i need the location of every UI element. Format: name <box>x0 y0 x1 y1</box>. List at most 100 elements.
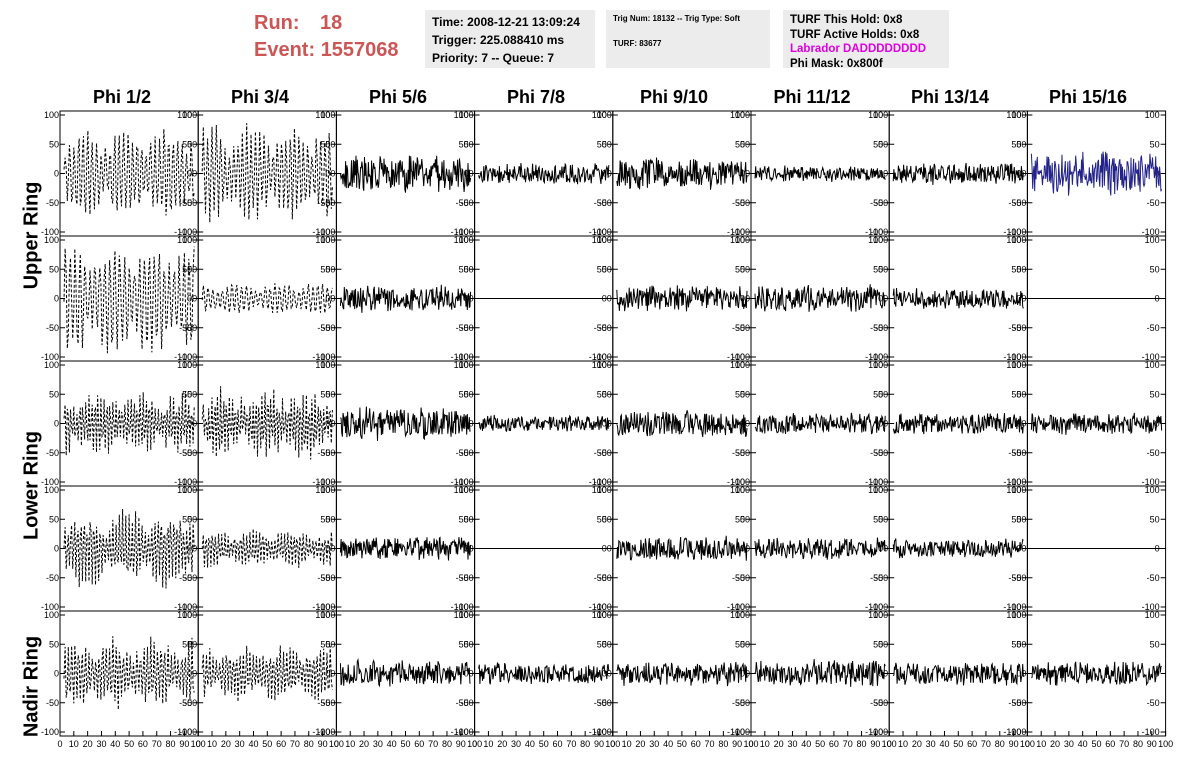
waveform-trace <box>478 162 610 185</box>
panel-frame <box>750 110 890 237</box>
waveform-trace <box>754 412 886 435</box>
x-tick-label: 40 <box>525 739 535 749</box>
y-tick-label-right: -50 <box>456 198 469 208</box>
y-tick-label-left: 0 <box>330 544 335 554</box>
y-tick-label-left: 0 <box>192 419 197 429</box>
y-tick-label-left: -100 <box>41 477 59 487</box>
x-tick-label: 90 <box>594 739 604 749</box>
y-tick-label-left: 100 <box>597 485 612 495</box>
y-tick-label-right: -100 <box>589 602 607 612</box>
y-tick-label-right: -100 <box>865 227 883 237</box>
y-tick-label-left: 0 <box>745 419 750 429</box>
y-tick-label-right: 100 <box>315 485 330 495</box>
y-tick-label-left: 50 <box>49 264 59 274</box>
y-tick-label-right: 50 <box>1150 389 1160 399</box>
y-tick-label-right: -100 <box>1142 727 1160 737</box>
run-label: Run: <box>254 12 300 34</box>
x-tick-label: 60 <box>138 739 148 749</box>
y-tick-label-right: -50 <box>594 323 607 333</box>
y-tick-label-left: 100 <box>182 360 197 370</box>
waveform-trace <box>892 662 1024 686</box>
y-tick-label-right: 100 <box>1006 485 1021 495</box>
y-tick-label-right: -50 <box>594 573 607 583</box>
y-tick-label-left: 50 <box>878 639 888 649</box>
y-tick-label-left: 0 <box>1021 294 1026 304</box>
y-tick-label-left: 50 <box>740 639 750 649</box>
y-tick-label-left: -50 <box>322 198 335 208</box>
y-tick-label-right: -100 <box>1142 477 1160 487</box>
y-tick-label-right: -50 <box>732 323 745 333</box>
y-tick-label-left: -100 <box>732 227 750 237</box>
y-tick-label-left: 50 <box>464 514 474 524</box>
y-tick-label-left: 50 <box>1016 639 1026 649</box>
y-tick-label-right: -50 <box>456 448 469 458</box>
y-tick-label-left: 50 <box>49 139 59 149</box>
y-tick-label-left: 100 <box>873 110 888 120</box>
y-tick-label-right: -100 <box>312 227 330 237</box>
x-tick-label: 90 <box>318 739 328 749</box>
phi-header-6: Phi 11/12 <box>773 87 851 107</box>
y-tick-label-right: 100 <box>868 360 883 370</box>
y-tick-label-right: 50 <box>873 514 883 524</box>
x-tick-label: 0 <box>887 739 892 749</box>
y-tick-label-left: 50 <box>740 264 750 274</box>
waveform-trace <box>63 390 195 456</box>
y-tick-label-right: -50 <box>870 448 883 458</box>
y-tick-label-right: 100 <box>177 610 192 620</box>
y-tick-label-right: 50 <box>735 389 745 399</box>
y-tick-label-left: 100 <box>320 110 335 120</box>
waveform-trace <box>754 165 886 183</box>
y-tick-label-left: 50 <box>1016 139 1026 149</box>
panel-frame <box>197 110 337 237</box>
y-tick-label-right: 50 <box>873 389 883 399</box>
y-tick-label-left: 100 <box>1011 235 1026 245</box>
x-tick-label: 100 <box>605 739 620 749</box>
y-tick-label-left: -100 <box>870 727 888 737</box>
x-tick-label: 100 <box>191 739 206 749</box>
y-tick-label-right: 50 <box>459 139 469 149</box>
y-tick-label-left: 50 <box>878 514 888 524</box>
y-tick-label-left: -50 <box>737 448 750 458</box>
x-tick-label: 20 <box>912 739 922 749</box>
y-tick-label-left: 100 <box>459 360 474 370</box>
y-tick-label-left: 0 <box>883 169 888 179</box>
y-tick-label-left: 0 <box>607 544 612 554</box>
y-tick-label-left: -100 <box>41 602 59 612</box>
y-tick-label-right: 100 <box>592 235 607 245</box>
y-tick-label-left: -50 <box>184 573 197 583</box>
y-tick-label-left: 100 <box>735 360 750 370</box>
y-tick-label-right: 0 <box>187 169 192 179</box>
trig-info-box: Trig Num: 18132 -- Trig Type: Soft TURF:… <box>606 10 770 68</box>
y-tick-label-left: 50 <box>740 389 750 399</box>
y-tick-label-left: 100 <box>182 235 197 245</box>
waveform-trace <box>201 528 333 568</box>
y-tick-label-left: 100 <box>182 610 197 620</box>
event-number: 1557068 <box>320 39 399 61</box>
y-tick-label-right: 100 <box>454 610 469 620</box>
x-tick-label: 40 <box>1078 739 1088 749</box>
y-tick-label-right: -50 <box>1147 573 1160 583</box>
y-tick-label-right: -50 <box>870 198 883 208</box>
y-tick-label-left: 50 <box>464 139 474 149</box>
y-tick-label-right: 100 <box>454 110 469 120</box>
waveform-trace <box>478 662 610 685</box>
x-tick-label: 30 <box>511 739 521 749</box>
y-tick-label-right: -50 <box>317 573 330 583</box>
y-tick-label-right: -50 <box>870 698 883 708</box>
y-tick-label-right: -50 <box>456 323 469 333</box>
y-tick-label-left: -100 <box>41 727 59 737</box>
y-tick-label-left: 50 <box>1016 514 1026 524</box>
y-tick-label-left: -50 <box>599 323 612 333</box>
x-tick-label: 0 <box>196 739 201 749</box>
y-tick-label-left: -100 <box>594 727 612 737</box>
y-tick-label-right: 50 <box>1150 639 1160 649</box>
y-tick-label-left: -50 <box>322 448 335 458</box>
y-tick-label-right: 50 <box>597 514 607 524</box>
y-tick-label-right: 100 <box>315 360 330 370</box>
